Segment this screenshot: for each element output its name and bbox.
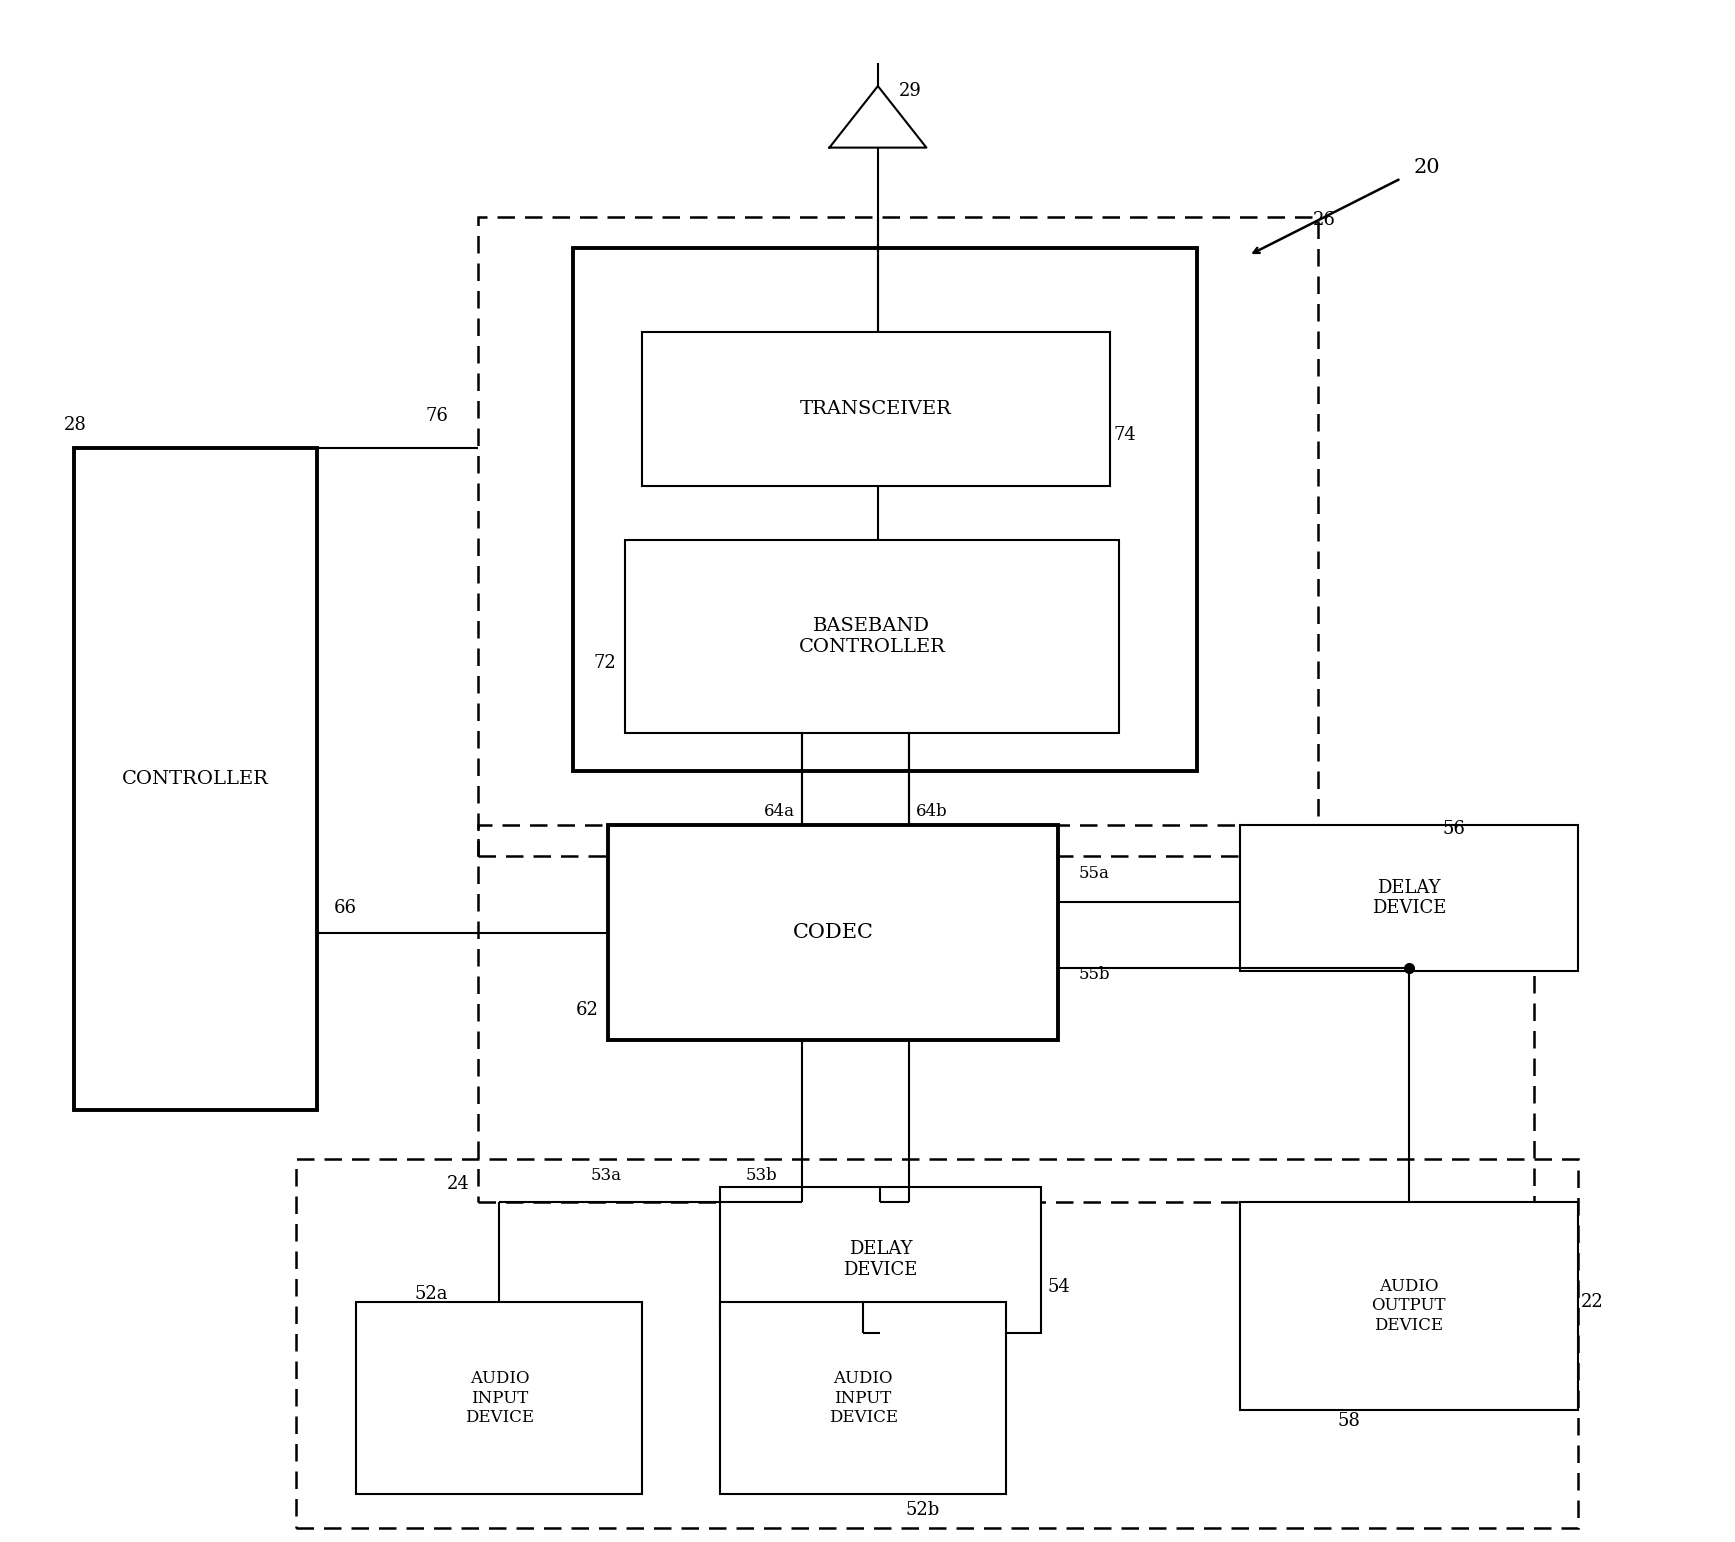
FancyBboxPatch shape (642, 333, 1110, 486)
Text: 53a: 53a (590, 1166, 621, 1184)
Text: 52b: 52b (906, 1500, 940, 1519)
FancyBboxPatch shape (1241, 1201, 1577, 1409)
Text: 76: 76 (425, 407, 449, 424)
Text: 55a: 55a (1079, 865, 1110, 882)
Text: 64a: 64a (763, 803, 795, 820)
Text: 56: 56 (1442, 820, 1466, 839)
FancyBboxPatch shape (573, 248, 1197, 771)
Text: 26: 26 (1313, 211, 1336, 228)
Text: AUDIO
INPUT
DEVICE: AUDIO INPUT DEVICE (829, 1371, 897, 1426)
Text: 29: 29 (899, 82, 921, 100)
Text: CONTROLLER: CONTROLLER (121, 769, 269, 788)
FancyBboxPatch shape (356, 1301, 642, 1494)
FancyBboxPatch shape (720, 1301, 1006, 1494)
Text: 64b: 64b (916, 803, 947, 820)
FancyBboxPatch shape (75, 447, 318, 1110)
Text: BASEBAND
CONTROLLER: BASEBAND CONTROLLER (798, 617, 946, 655)
FancyBboxPatch shape (625, 540, 1119, 732)
Text: CODEC: CODEC (793, 924, 873, 942)
Text: DELAY
DEVICE: DELAY DEVICE (843, 1240, 918, 1280)
Text: TRANSCEIVER: TRANSCEIVER (800, 401, 953, 418)
Text: 58: 58 (1338, 1411, 1360, 1429)
FancyBboxPatch shape (607, 825, 1058, 1041)
Text: 53b: 53b (746, 1166, 777, 1184)
FancyBboxPatch shape (1241, 825, 1577, 971)
Text: 20: 20 (1412, 159, 1440, 177)
Text: AUDIO
INPUT
DEVICE: AUDIO INPUT DEVICE (465, 1371, 534, 1426)
Text: 66: 66 (333, 899, 356, 917)
Text: 72: 72 (593, 654, 616, 672)
Text: 22: 22 (1581, 1294, 1603, 1311)
Text: 24: 24 (446, 1175, 468, 1192)
Text: 55b: 55b (1079, 967, 1110, 984)
Text: 74: 74 (1114, 427, 1136, 444)
FancyBboxPatch shape (720, 1187, 1041, 1332)
Text: AUDIO
OUTPUT
DEVICE: AUDIO OUTPUT DEVICE (1372, 1278, 1445, 1334)
Text: DELAY
DEVICE: DELAY DEVICE (1372, 879, 1445, 917)
Text: 52a: 52a (415, 1286, 448, 1303)
Text: 62: 62 (576, 1001, 599, 1019)
Text: 54: 54 (1048, 1278, 1070, 1295)
Text: 28: 28 (64, 416, 87, 433)
